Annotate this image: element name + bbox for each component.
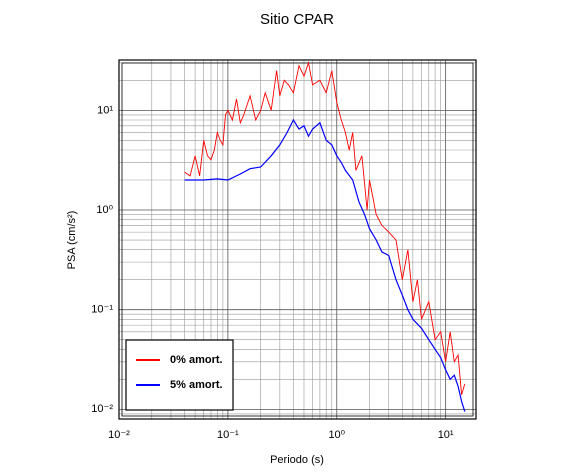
y-tick-label: 10⁰ [96,204,113,216]
series-line [184,61,466,395]
y-tick-label: 10¹ [97,104,113,116]
plot-frame [118,59,477,420]
legend-label: 0% amort. [170,354,223,366]
y-tick-label: 10⁻² [91,403,113,415]
chart-title: Sitio CPAR [260,11,334,28]
legend-box [125,339,234,411]
x-tick-label: 10⁻² [108,429,130,441]
legend-label: 5% amort. [170,379,223,391]
series-line [184,118,466,412]
x-tick-label: 10¹ [438,429,454,441]
plot-frame-inner [121,62,474,417]
y-axis-label: PSA (cm/s²) [66,211,78,270]
x-tick-label: 10⁻¹ [217,429,239,441]
x-tick-label: 10⁰ [328,429,345,441]
x-axis-label: Periodo (s) [270,454,324,466]
y-tick-label: 10⁻¹ [91,304,113,316]
